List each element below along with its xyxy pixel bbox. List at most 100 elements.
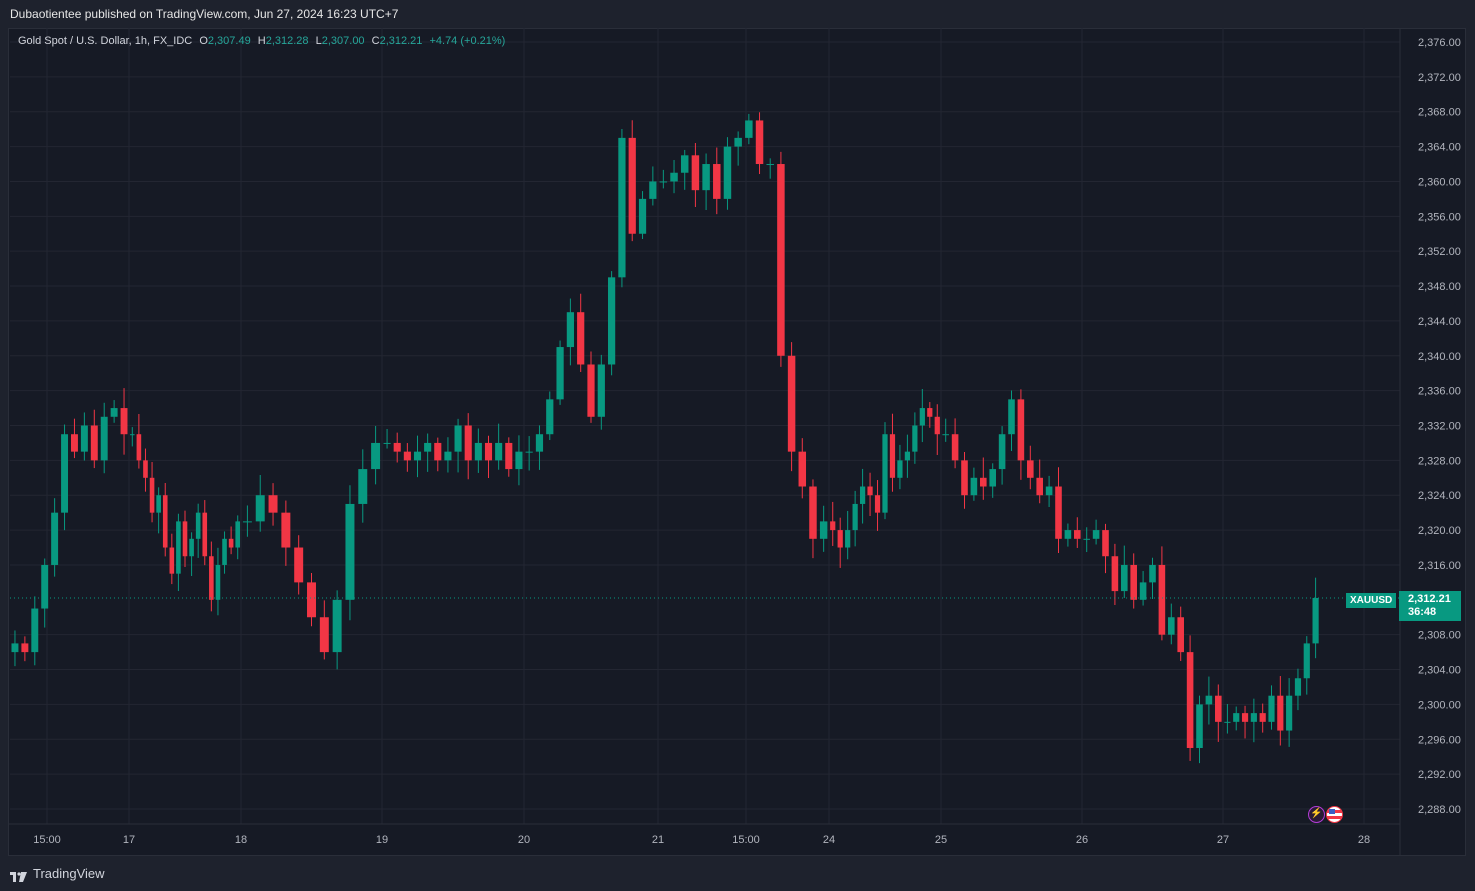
us-flag-event-icon[interactable]	[1326, 806, 1343, 823]
candle-body	[136, 434, 142, 461]
legend-high-label: H	[257, 35, 266, 47]
down-candle	[1074, 517, 1081, 548]
up-candle	[1303, 636, 1310, 695]
legend-open-value: 2,307.49	[207, 35, 251, 47]
down-candle	[809, 479, 817, 559]
candle-body	[970, 477, 978, 496]
candles	[11, 112, 1319, 764]
down-candle	[577, 293, 585, 373]
up-candle	[31, 596, 39, 666]
up-candle	[413, 435, 422, 478]
candle-body	[691, 155, 700, 191]
up-candle	[649, 166, 657, 206]
up-candle	[882, 422, 888, 520]
candle-body	[745, 120, 753, 138]
candle-body	[1139, 582, 1147, 600]
up-candle	[454, 418, 462, 473]
up-candle	[852, 490, 858, 547]
candle-body	[90, 425, 98, 461]
up-candle	[1205, 676, 1213, 725]
candle-body	[859, 486, 866, 504]
candlestick-chart[interactable]: 2,376.00 2,372.00 2,368.00 2,364.00 2,360.00…	[8, 28, 1466, 856]
candle-body	[734, 137, 742, 147]
candle-body	[31, 608, 39, 653]
down-candle	[1177, 606, 1184, 661]
candle-body	[942, 434, 949, 436]
candle-body	[1045, 486, 1053, 496]
candle-body	[1008, 399, 1015, 435]
candle-body	[413, 451, 422, 461]
up-candle	[444, 437, 452, 473]
candle-body	[535, 434, 544, 452]
candle-body	[702, 164, 710, 191]
y-tick-label: 2,316.00	[1418, 560, 1461, 572]
up-candle	[156, 487, 161, 534]
candle-body	[383, 442, 391, 444]
x-tick-label: 15:00	[732, 834, 760, 846]
candle-body	[1303, 643, 1310, 679]
y-tick-label: 2,288.00	[1418, 804, 1461, 816]
down-candle	[319, 600, 329, 660]
candle-body	[998, 434, 1006, 470]
candle-body	[281, 512, 291, 548]
candle-body	[294, 547, 304, 583]
up-candle	[608, 271, 616, 376]
candle-body	[1074, 530, 1081, 539]
x-tick-label: 18	[235, 834, 247, 846]
candle-body	[149, 477, 155, 513]
y-tick-label: 2,360.00	[1418, 176, 1461, 188]
candle-body	[1149, 564, 1156, 583]
up-candle	[618, 129, 626, 288]
candle-body	[723, 146, 732, 199]
top-bar: Dubaotientee published on TradingView.co…	[0, 0, 1475, 28]
legend-change: +4.74 (+0.21%)	[429, 35, 506, 47]
up-candle	[525, 436, 533, 471]
y-tick-label: 2,292.00	[1418, 769, 1461, 781]
down-candle	[587, 351, 595, 423]
up-candle	[1250, 698, 1257, 743]
candle-body	[11, 643, 19, 653]
candle-body	[904, 451, 911, 461]
lightning-event-icon[interactable]: ⚡	[1308, 806, 1325, 823]
down-candle	[294, 535, 304, 595]
candle-body	[819, 521, 828, 539]
down-candle	[90, 409, 98, 469]
down-candle	[393, 432, 401, 463]
candle-body	[332, 599, 342, 653]
down-candle	[1111, 543, 1119, 606]
candle-body	[1102, 530, 1109, 557]
up-candle	[989, 463, 996, 498]
candle-body	[1196, 704, 1203, 748]
candle-body	[222, 538, 227, 565]
down-candle	[830, 501, 836, 546]
down-candle	[1027, 445, 1034, 490]
up-candle	[970, 467, 978, 501]
y-tick-label: 2,308.00	[1418, 630, 1461, 642]
candle-body	[464, 425, 472, 461]
down-candle	[951, 418, 959, 469]
down-candle	[21, 636, 29, 662]
up-candle	[1294, 668, 1302, 711]
up-candle	[546, 391, 554, 441]
up-candle	[100, 402, 108, 474]
candle-body	[649, 181, 657, 199]
y-tick-label: 2,328.00	[1418, 455, 1461, 467]
up-candle	[1168, 603, 1175, 645]
up-candle	[215, 547, 221, 616]
up-candle	[474, 428, 482, 473]
up-candle	[371, 425, 381, 485]
legend-low-label: L	[315, 35, 322, 47]
x-tick-label: 25	[935, 834, 947, 846]
candle-body	[525, 451, 533, 453]
y-tick-label: 2,300.00	[1418, 699, 1461, 711]
down-candle	[1055, 467, 1062, 553]
candle-body	[268, 495, 278, 513]
tradingview-brand[interactable]: TradingView	[10, 866, 105, 882]
candle-body	[659, 181, 668, 183]
last-price-tag: 2,312.21 36:48	[1399, 591, 1461, 621]
up-candle	[195, 503, 201, 558]
up-candle	[702, 153, 710, 210]
up-candle	[1008, 390, 1015, 452]
down-candle	[1130, 553, 1137, 609]
down-candle	[209, 541, 214, 612]
